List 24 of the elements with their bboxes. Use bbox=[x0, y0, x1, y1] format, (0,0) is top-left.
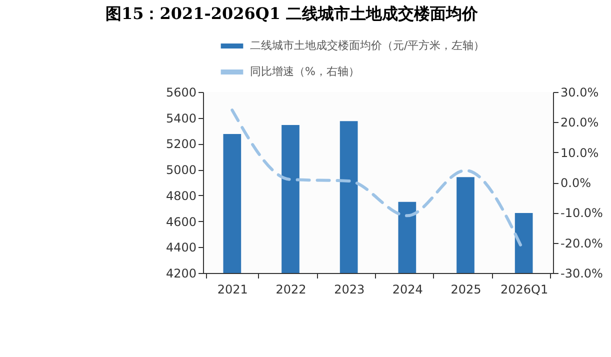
legend-label: 二线城市土地成交楼面均价（元/平方米，左轴） bbox=[250, 39, 485, 52]
y-tick-label: 5400 bbox=[166, 111, 196, 126]
x-tick-label: 2021 bbox=[217, 282, 248, 296]
x-tick-label: 2025 bbox=[450, 282, 482, 296]
y-tick-label: 4800 bbox=[166, 188, 196, 203]
y2-tick-label: -20.0% bbox=[560, 236, 603, 250]
x-tick-label: 2024 bbox=[392, 282, 423, 296]
y-tick-label: 5200 bbox=[166, 137, 196, 152]
x-tick-label: 2022 bbox=[276, 282, 306, 296]
x-tick-label: 2026Q1 bbox=[500, 282, 548, 296]
y-tick-label: 4400 bbox=[166, 240, 196, 255]
x-tick-label: 2023 bbox=[334, 282, 365, 296]
y2-tick-label: 10.0% bbox=[560, 146, 599, 160]
chart-title: 图15：2021-2026Q1 二线城市土地成交楼面均价 bbox=[105, 4, 480, 23]
y2-tick-label: -10.0% bbox=[560, 206, 603, 220]
y-tick-label: 4200 bbox=[166, 266, 196, 280]
y2-tick-label: 30.0% bbox=[560, 86, 599, 100]
y2-tick-label: -30.0% bbox=[560, 266, 603, 280]
legend-label: 同比增速（%，右轴） bbox=[250, 65, 360, 78]
y2-tick-label: 20.0% bbox=[560, 116, 599, 130]
y-tick-label: 4600 bbox=[166, 214, 196, 229]
y-tick-label: 5000 bbox=[166, 163, 196, 178]
y-tick-label: 5600 bbox=[166, 86, 196, 100]
y2-tick-label: 0.0% bbox=[560, 176, 591, 190]
